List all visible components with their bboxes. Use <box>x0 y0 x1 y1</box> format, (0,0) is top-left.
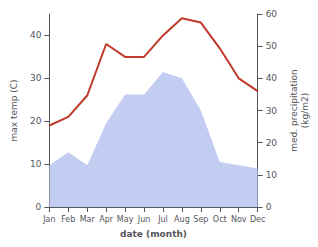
svg-text:40: 40 <box>30 30 42 40</box>
svg-text:60: 60 <box>266 9 278 19</box>
svg-text:Jun: Jun <box>137 215 151 224</box>
svg-text:Feb: Feb <box>61 215 75 224</box>
svg-text:30: 30 <box>266 106 278 116</box>
svg-text:0: 0 <box>266 202 272 212</box>
svg-text:30: 30 <box>30 73 42 83</box>
svg-text:Aug: Aug <box>174 215 190 224</box>
svg-text:Oct: Oct <box>213 215 227 224</box>
svg-text:20: 20 <box>30 116 42 126</box>
svg-text:40: 40 <box>266 73 278 83</box>
svg-text:Sep: Sep <box>193 215 208 224</box>
svg-text:Jul: Jul <box>157 215 168 224</box>
svg-text:20: 20 <box>266 138 278 148</box>
svg-text:med. precipitation: med. precipitation <box>289 69 299 151</box>
svg-text:(kg/m2): (kg/m2) <box>300 93 310 128</box>
svg-text:Apr: Apr <box>99 215 114 224</box>
svg-text:Mar: Mar <box>80 215 96 224</box>
svg-text:max temp (C): max temp (C) <box>9 79 19 141</box>
svg-text:50: 50 <box>266 41 278 51</box>
svg-text:0: 0 <box>36 202 42 212</box>
svg-text:Nov: Nov <box>231 215 247 224</box>
svg-text:Jan: Jan <box>42 215 55 224</box>
svg-text:10: 10 <box>30 159 42 169</box>
svg-text:10: 10 <box>266 170 278 180</box>
svg-text:Dec: Dec <box>250 215 265 224</box>
svg-text:May: May <box>117 215 134 224</box>
svg-text:date (month): date (month) <box>120 229 187 239</box>
